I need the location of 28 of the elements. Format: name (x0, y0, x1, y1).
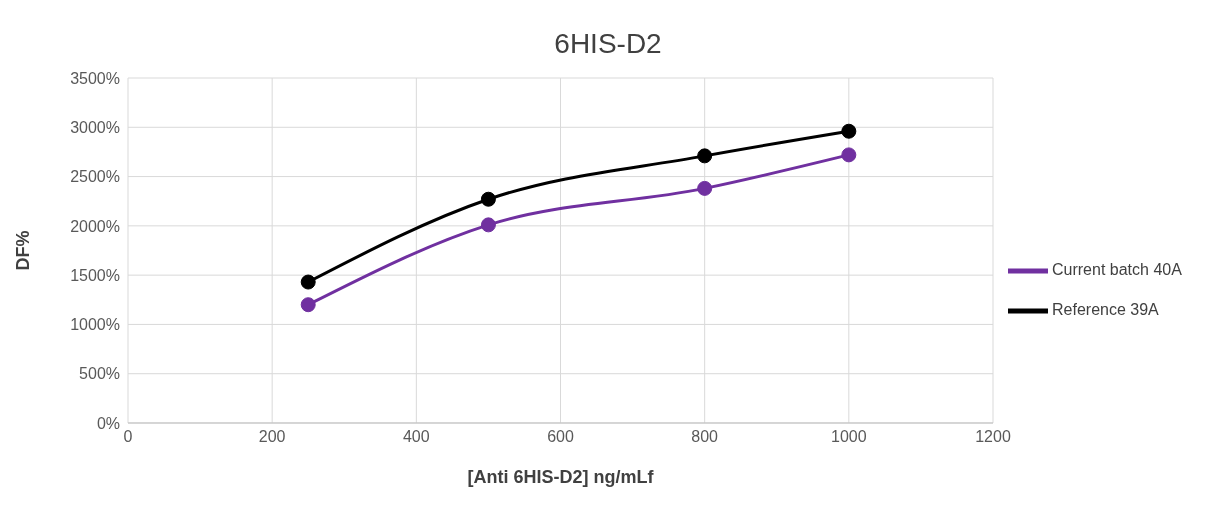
legend-label: Current batch 40A (1052, 260, 1182, 278)
x-tick-label: 600 (547, 428, 574, 446)
y-tick-label: 3500% (70, 69, 120, 87)
y-tick-label: 500% (79, 365, 120, 383)
point (480, 217, 496, 233)
y-tick-label: 2000% (70, 217, 120, 235)
y-tick-label: 1000% (70, 316, 120, 334)
legend-label: Reference 39A (1052, 300, 1159, 318)
x-tick-label: 1200 (975, 428, 1011, 446)
point (841, 147, 857, 163)
x-tick-label: 1000 (831, 428, 867, 446)
point (300, 297, 316, 313)
y-tick-label: 1500% (70, 266, 120, 284)
x-tick-label: 800 (691, 428, 719, 446)
x-tick-label: 400 (402, 428, 430, 446)
chart-title: 6HIS-D2 (553, 27, 663, 61)
y-tick-label: 3000% (70, 118, 120, 136)
x-axis-title: [Anti 6HIS-D2] ng/mLf (467, 467, 655, 487)
y-axis-title: DF% (13, 230, 34, 271)
point (697, 180, 713, 196)
y-tick-label: 2500% (70, 168, 120, 186)
y-tick-label: 0% (96, 414, 120, 432)
x-tick-label: 200 (258, 428, 286, 446)
point (841, 123, 857, 139)
point (480, 191, 496, 207)
point (300, 274, 316, 290)
x-tick-label: 0 (123, 428, 133, 446)
point (697, 148, 713, 164)
